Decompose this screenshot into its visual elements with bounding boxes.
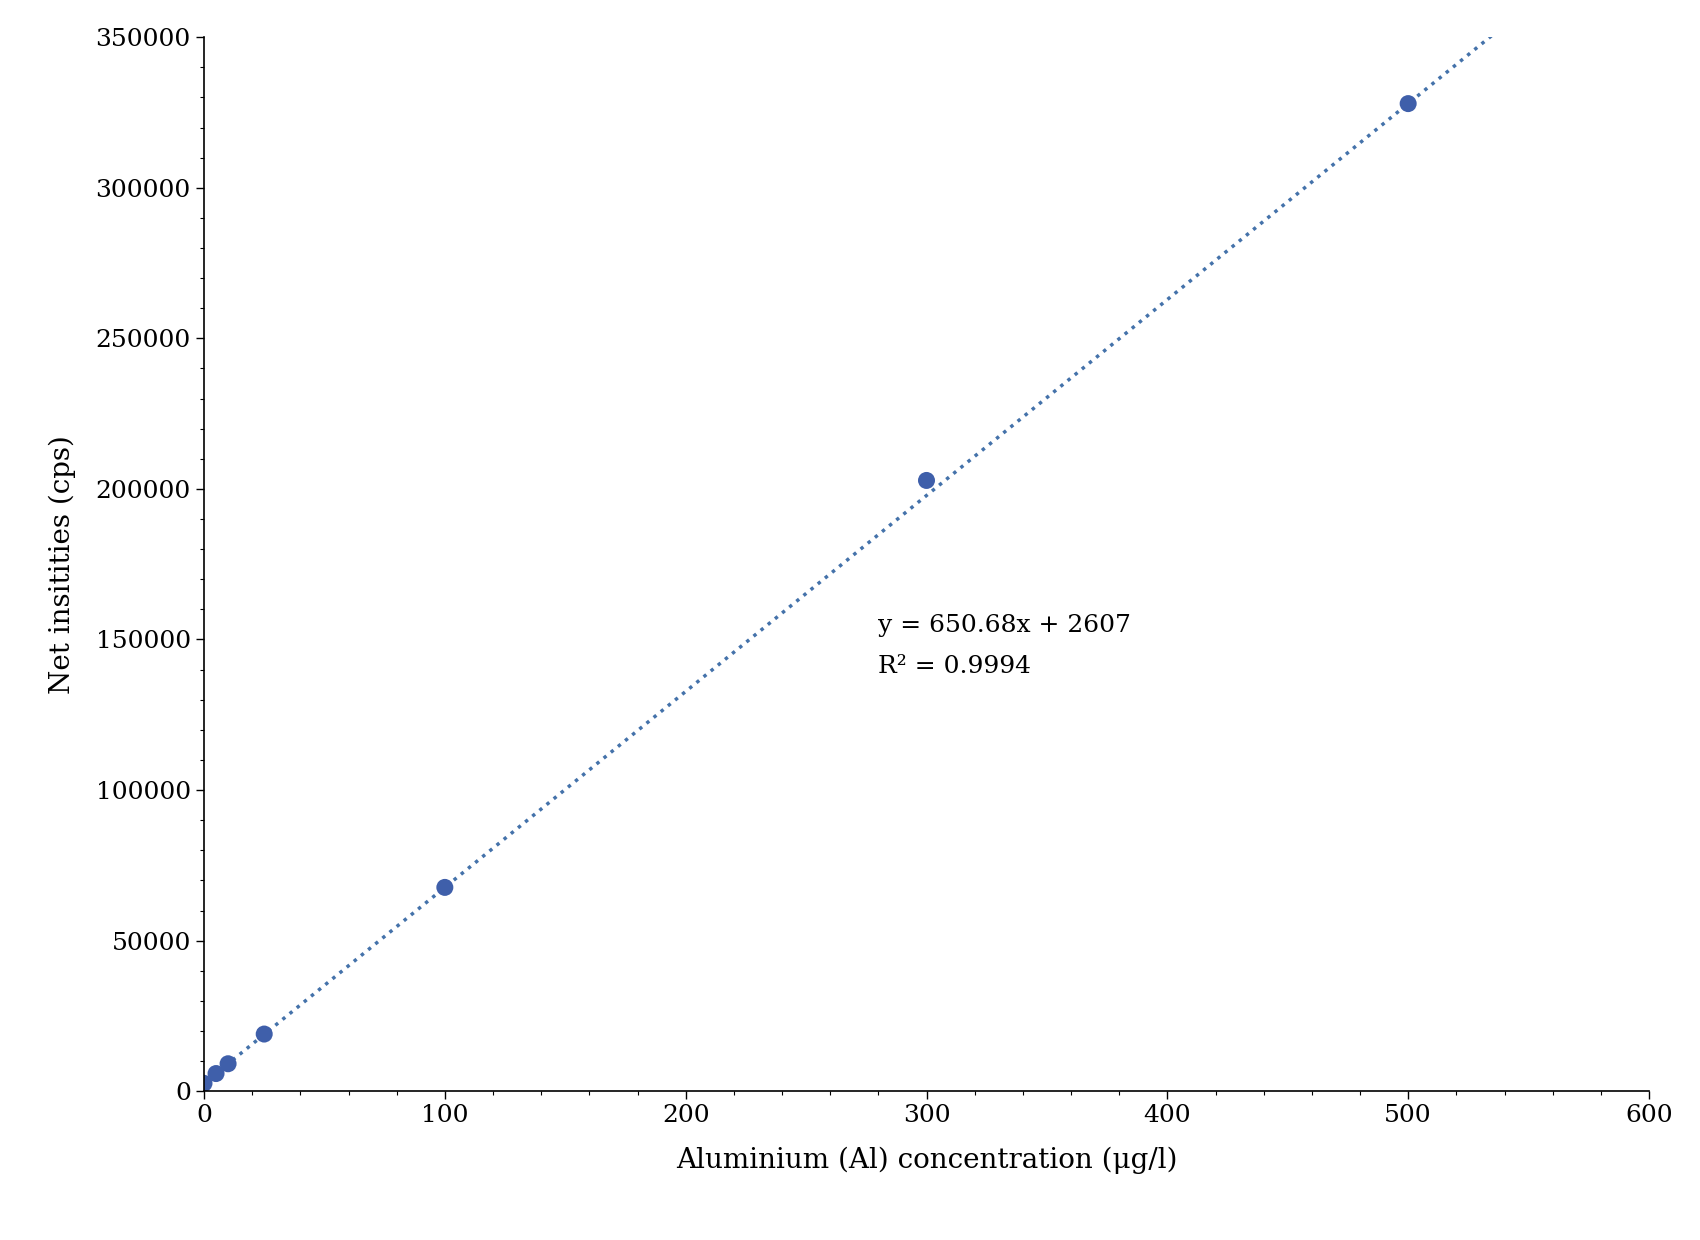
Y-axis label: Net insitities (cps): Net insitities (cps) xyxy=(49,435,76,693)
Point xyxy=(202,1064,230,1084)
Point xyxy=(214,1054,241,1074)
Point xyxy=(432,878,459,898)
Text: y = 650.68x + 2607
R² = 0.9994: y = 650.68x + 2607 R² = 0.9994 xyxy=(879,614,1130,677)
Point xyxy=(250,1024,277,1044)
Point xyxy=(190,1074,218,1094)
Point xyxy=(913,470,940,490)
X-axis label: Aluminium (Al) concentration (μg/l): Aluminium (Al) concentration (μg/l) xyxy=(675,1147,1176,1174)
Point xyxy=(1394,94,1421,114)
